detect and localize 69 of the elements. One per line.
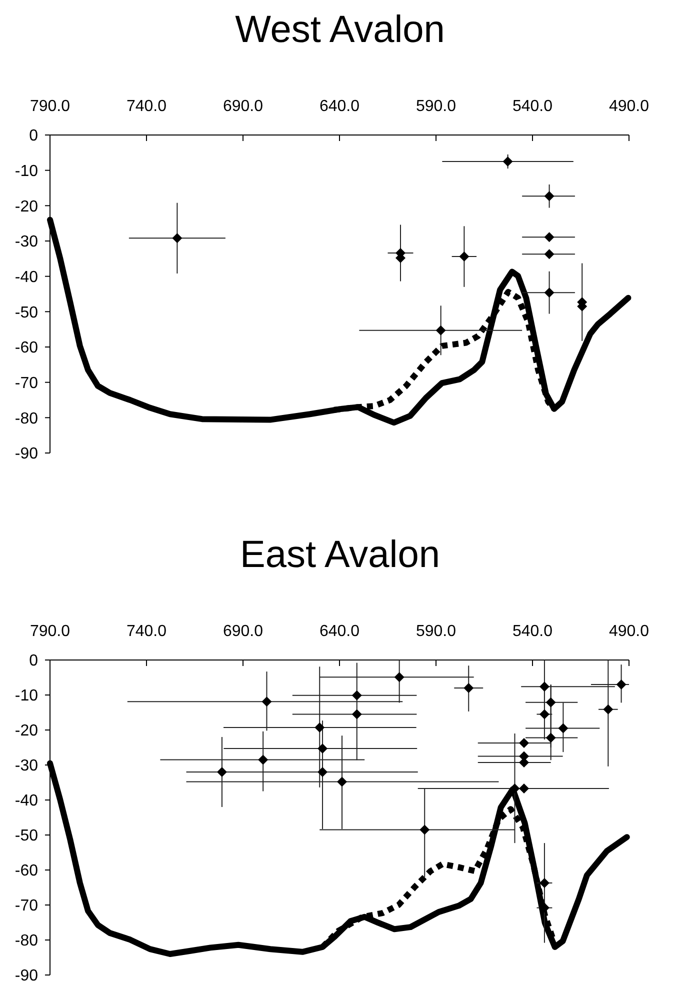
point [519,783,530,794]
y-tick-label: -80 [14,932,38,950]
x-tick-label: 790.0 [30,98,70,115]
x-tick-label: 740.0 [126,98,167,115]
point [172,233,182,244]
x-tick-label: 740.0 [126,623,167,640]
chart-title: West Avalon [235,9,445,51]
point [544,232,554,242]
point [352,690,362,700]
x-tick-label: 540.0 [512,98,553,115]
chart-title: East Avalon [240,534,440,576]
point [546,697,556,708]
y-tick-label: -90 [14,968,38,985]
x-tick-label: 790.0 [30,623,70,640]
point [262,696,272,707]
y-tick-label: 0 [29,128,38,145]
point [539,878,550,888]
y-tick-label: -10 [14,688,38,705]
y-tick-label: -60 [14,340,38,357]
point [337,776,348,787]
y-tick-label: -30 [14,234,38,251]
point [546,732,556,743]
y-tick-label: -30 [14,758,38,775]
y-tick-label: 0 [29,652,38,670]
y-tick-label: -80 [14,410,38,428]
y-tick-label: -20 [14,198,38,216]
x-tick-label: 640.0 [319,98,360,115]
point [314,722,325,733]
point [539,682,550,692]
point [394,672,404,682]
y-tick-label: -90 [14,446,38,463]
x-tick-label: 590.0 [416,623,456,640]
point [510,783,520,794]
x-tick-label: 690.0 [222,98,264,115]
y-tick-label: -70 [14,374,38,392]
y-tick-label: -50 [14,828,38,845]
y-tick-label: -50 [14,304,38,322]
point [539,902,550,913]
y-tick-label: -60 [14,862,38,880]
point [519,738,530,748]
point [544,249,554,260]
y-tick-label: -40 [14,792,38,810]
point [436,325,446,336]
point [420,824,430,835]
point [544,191,554,202]
point [464,683,474,693]
y-tick-label: -20 [14,722,38,740]
x-tick-label: 690.0 [222,623,264,640]
x-tick-label: 540.0 [512,623,553,640]
y-tick-label: -40 [14,268,38,286]
point [616,680,626,690]
point [459,252,470,262]
point [558,723,568,734]
x-tick-label: 490.0 [608,98,650,115]
y-tick-label: -70 [14,898,38,915]
point [318,744,328,754]
point [216,767,227,777]
point [502,156,513,166]
y-tick-label: -10 [14,162,38,180]
point [539,709,550,720]
x-tick-label: 640.0 [319,623,360,640]
point [318,767,328,777]
x-tick-label: 590.0 [416,98,456,115]
point [603,704,614,714]
point [519,758,530,768]
x-tick-label: 490.0 [608,623,650,640]
point [258,754,268,765]
point [352,709,362,720]
point [544,288,554,298]
